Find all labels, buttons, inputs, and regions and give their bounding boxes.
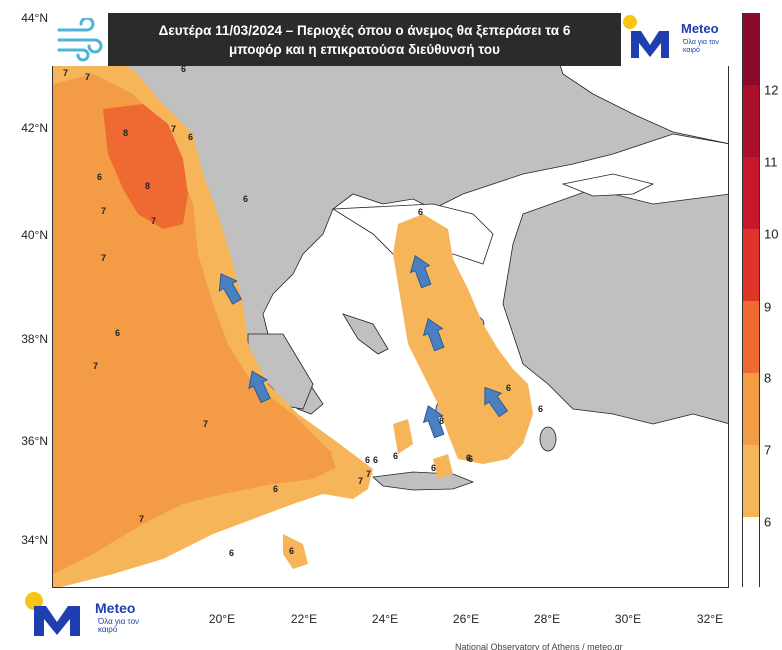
colorbar-label-8: 8 [764, 370, 772, 386]
map-svg: 7 7 6 8 7 6 6 8 6 7 7 7 6 6 7 7 7 6 6 6 … [53, 14, 728, 587]
map-area: 7 7 6 8 7 6 6 8 6 7 7 7 6 6 7 7 7 6 6 6 … [52, 13, 729, 588]
zone-adriatic-8 [103, 104, 188, 229]
lon-label-24: 24°E [371, 612, 399, 626]
contour-label: 8 [439, 416, 444, 426]
contour-label: 6 [181, 64, 186, 74]
contour-label: 6 [431, 463, 436, 473]
contour-label: 8 [145, 181, 150, 191]
map-title: Δευτέρα 11/03/2024 – Περιοχές όπου ο άνε… [108, 21, 621, 59]
contour-label: 7 [139, 514, 144, 524]
meteo-logo-bottom: Meteo Όλα για τον καιρό [20, 592, 170, 640]
logo-tagline: Όλα για τον καιρό [98, 617, 140, 634]
contour-label: 6 [243, 194, 248, 204]
zone-south-6 [283, 534, 308, 569]
title-line-2: μποφόρ και η επικρατούσα διεύθυνσή του [229, 41, 500, 57]
contour-labels: 7 7 6 8 7 6 6 8 6 7 7 7 6 6 7 7 7 6 6 6 … [63, 64, 543, 558]
colorbar-segment [743, 14, 759, 85]
colorbar-label-7: 7 [764, 442, 772, 458]
colorbar-segment [743, 229, 759, 301]
contour-label: 6 [418, 207, 423, 217]
lat-label-36: 36°N [21, 434, 48, 448]
contour-label: 7 [101, 253, 106, 263]
meteo-m-icon [623, 15, 669, 58]
logo-name: Meteo [681, 21, 719, 36]
zone-crete-6 [331, 454, 373, 484]
colorbar-segment [743, 445, 759, 517]
lat-label-34: 34°N [21, 533, 48, 547]
lon-label-26: 26°E [452, 612, 480, 626]
colorbar-label-9: 9 [764, 299, 772, 315]
contour-label: 7 [203, 419, 208, 429]
title-line-1: Δευτέρα 11/03/2024 – Περιοχές όπου ο άνε… [158, 22, 571, 38]
contour-label: 7 [171, 124, 176, 134]
lon-label-30: 30°E [614, 612, 642, 626]
meteo-m-icon [25, 592, 80, 636]
lon-label-20: 20°E [208, 612, 236, 626]
contour-label: 6 [97, 172, 102, 182]
lat-label-44: 44°N [21, 11, 48, 25]
sea-marmara [561, 173, 655, 197]
contour-label: 6 [229, 548, 234, 558]
colorbar-segment [743, 517, 759, 588]
lat-label-40: 40°N [21, 228, 48, 242]
wind-arrow-ionian-north [218, 273, 243, 305]
title-bar: Δευτέρα 11/03/2024 – Περιοχές όπου ο άνε… [52, 13, 621, 66]
contour-label: 6 [373, 455, 378, 465]
colorbar [742, 13, 760, 588]
contour-label: 6 [466, 453, 471, 463]
contour-label: 6 [393, 451, 398, 461]
contour-label: 7 [63, 68, 68, 78]
contour-label: 7 [101, 206, 106, 216]
lat-label-42: 42°N [21, 121, 48, 135]
contour-label: 6 [506, 383, 511, 393]
contour-label: 6 [289, 546, 294, 556]
wind-arrow-aegean-north [409, 255, 432, 289]
contour-label: 6 [273, 484, 278, 494]
contour-label: 7 [366, 469, 371, 479]
land-evia [342, 313, 389, 355]
wind-arrows [218, 255, 509, 439]
colorbar-segment [743, 85, 759, 157]
land-anatolia [502, 188, 728, 425]
lon-label-32: 32°E [696, 612, 724, 626]
contour-label: 6 [365, 455, 370, 465]
colorbar-label-11: 11 [764, 154, 778, 170]
meteo-logo-top: Meteo Όλα για τον καιρό [621, 13, 729, 66]
land-crete [372, 471, 475, 491]
colorbar-segment [743, 373, 759, 445]
contour-label: 7 [85, 72, 90, 82]
lat-label-38: 38°N [21, 332, 48, 346]
colorbar-segment [743, 157, 759, 229]
logo-name: Meteo [95, 600, 136, 616]
colorbar-segment [743, 301, 759, 373]
lon-label-28: 28°E [533, 612, 561, 626]
logo-tagline: Όλα για τον καιρό [683, 39, 719, 54]
wind-arrow-ionian-south [248, 370, 271, 404]
colorbar-label-10: 10 [764, 226, 779, 242]
colorbar-label-12: 12 [764, 82, 779, 98]
zone-dodecanese-6 [433, 454, 453, 479]
land-rhodes [539, 426, 557, 452]
contour-label: 6 [468, 454, 473, 464]
contour-label: 8 [123, 128, 128, 138]
wind-arrow-aegean-mid [422, 318, 445, 352]
contour-label: 6 [538, 404, 543, 414]
contour-label: 6 [115, 328, 120, 338]
zone-kythira-6 [393, 419, 413, 454]
wind-arrow-dodecanese [484, 386, 509, 418]
zone-ionian-7 [53, 74, 343, 574]
contour-label: 7 [358, 476, 363, 486]
credit-text: National Observatory of Athens / meteo.g… [455, 642, 623, 650]
contour-label: 7 [93, 361, 98, 371]
colorbar-label-6: 6 [764, 514, 772, 530]
contour-label: 7 [151, 216, 156, 226]
lon-label-22: 22°E [290, 612, 318, 626]
wind-icon [52, 13, 108, 66]
wind-arrow-aegean-south [422, 405, 445, 439]
contour-label: 6 [188, 132, 193, 142]
